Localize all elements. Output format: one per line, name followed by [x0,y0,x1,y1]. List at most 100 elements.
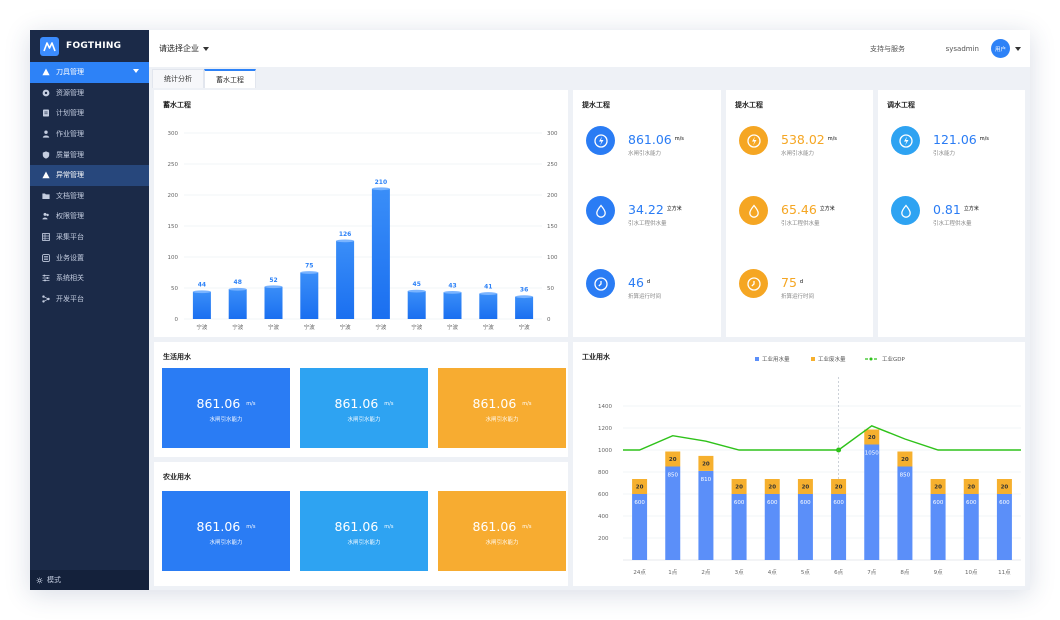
bar-water-use [698,470,714,560]
y-tick-label: 300 [168,131,179,137]
agriculture-cards: 861.06 m/s 水闸引水能力 861.06 m/s 水闸引水能力 861.06 m/… [162,491,566,571]
sidebar-menu: 刀具管理资源管理计划管理 作业管理 质量管理异常管理文档管理权限管理 采集平台业务设置… [30,62,149,309]
avatar[interactable]: 用户 [991,39,1010,58]
gdp-line [623,425,1021,451]
mode-switch[interactable]: 模式 [30,570,149,590]
sidebar-item[interactable]: 刀具管理 [30,62,149,83]
data-label: 20 [1001,485,1009,491]
agriculture-water-title: 农业用水 [163,473,191,481]
shield-icon [42,151,50,159]
brand-name: FOGTHING [66,41,122,51]
sidebar-item[interactable]: 计划管理 [30,103,149,124]
top-bar: 请选择企业 支持与服务 sysadmin 用户 [149,30,1030,67]
data-label: 20 [669,457,677,463]
bar [371,188,390,319]
card-unit: m/s [522,524,532,530]
bar-waste-water [963,479,979,494]
data-label: 600 [999,500,1010,506]
sidebar-item[interactable]: 业务设置 [30,247,149,268]
bar [479,293,498,319]
sidebar-item[interactable]: 文档管理 [30,186,149,207]
legend-swatch [869,357,873,361]
metric-card: 861.06 m/s 水闸引水能力 [438,491,566,571]
y-tick-label: 250 [168,162,179,168]
sidebar-item[interactable]: 开发平台 [30,289,149,310]
x-tick-label: 3点 [735,569,744,576]
legend-label: 工业GDP [882,355,905,363]
sidebar-item[interactable]: 系统相关 [30,268,149,289]
y-tick-label: 400 [598,514,609,520]
data-label: 20 [636,485,644,491]
x-tick-label: 宁波 [447,323,459,331]
metric-card: 861.06 m/s 水闸引水能力 [300,491,428,571]
y2-tick-label: 300 [547,131,558,137]
bar-cap [336,239,355,243]
bar-waste-water [831,479,847,494]
data-label: 20 [702,461,710,467]
sidebar-item[interactable]: 采集平台 [30,227,149,248]
stat-label: 水闸引水能力 [781,151,815,157]
bar-water-use [897,466,913,560]
bar-waste-water [864,429,880,445]
sidebar-item[interactable]: 异常管理 [30,164,149,186]
y-tick-label: 150 [168,224,179,230]
card-value: 861.06 [334,519,379,534]
legend-swatch [755,357,759,361]
tab-bar: 统计分析 蓄水工程 [149,67,1030,88]
company-select[interactable]: 请选择企业 [159,43,209,54]
sidebar-item[interactable]: 权限管理 [30,206,149,227]
card-value: 861.06 [334,396,379,411]
bar [264,286,283,319]
data-label: 600 [767,500,778,506]
sidebar-item-label: 文档管理 [56,191,84,200]
stat-unit: m/s [674,136,684,142]
card-unit: m/s [384,524,394,530]
support-link[interactable]: 支持与服务 [870,44,905,53]
data-label: 600 [734,500,745,506]
warning-icon [42,171,50,179]
avatar-label: 用户 [994,46,1006,53]
y2-tick-label: 0 [547,317,551,323]
tab-statistics[interactable]: 统计分析 [152,69,204,88]
card-label: 水闸引水能力 [485,540,519,546]
bar-water-use [632,494,648,560]
sidebar-item[interactable]: 质量管理 [30,144,149,165]
sidebar-item[interactable]: 作业管理 [30,124,149,145]
chevron-down-icon [203,46,209,51]
stat-value: 65.46 [781,202,817,217]
bar [192,291,211,319]
card-label: 水闸引水能力 [347,417,381,423]
y2-tick-label: 250 [547,162,558,168]
sidebar-item-label: 资源管理 [56,88,84,97]
logo[interactable]: FOGTHING [30,30,149,62]
storage-chart-panel: 蓄水工程 0 50 100 150 200 250 300 0 50 100 150 200 250 30… [154,90,568,337]
data-label: 600 [800,500,811,506]
tab-water-storage[interactable]: 蓄水工程 [204,69,256,88]
sidebar-item[interactable]: 资源管理 [30,83,149,104]
user-menu-chevron-icon[interactable] [1015,47,1021,51]
lightning-icon [586,126,615,155]
stat-label: 水闸引水能力 [628,151,662,157]
stat-unit: d [646,279,651,285]
sidebar-item-label: 业务设置 [56,253,84,262]
industrial-combo-chart: 工业用水量 工业废水量 工业GDP 200 400 600 800 1000 1200 1400 2… [598,355,1021,576]
gdp-point [836,447,842,453]
stat-row: 75 d 折算运行时间 [739,269,814,300]
metric-card: 861.06 m/s 水闸引水能力 [162,491,290,571]
stat-unit: m/s [827,136,837,142]
bar-water-use [864,444,880,560]
stat-row: 121.06 m/s 引水能力 [891,126,989,157]
bar-waste-water [665,451,681,467]
brand-logo-icon [40,36,59,56]
data-label: 45 [413,281,421,288]
x-tick-label: 8点 [900,569,909,576]
bar-cap [228,287,247,291]
y2-tick-label: 50 [547,286,554,292]
sidebar-item-label: 异常管理 [56,171,84,180]
x-tick-label: 宁波 [340,323,352,331]
data-label: 600 [634,500,645,506]
data-label: 20 [835,485,843,491]
water-drop-icon [739,196,768,225]
metric-card: 861.06 m/s 水闸引水能力 [162,368,290,448]
x-tick-label: 宁波 [304,323,316,331]
